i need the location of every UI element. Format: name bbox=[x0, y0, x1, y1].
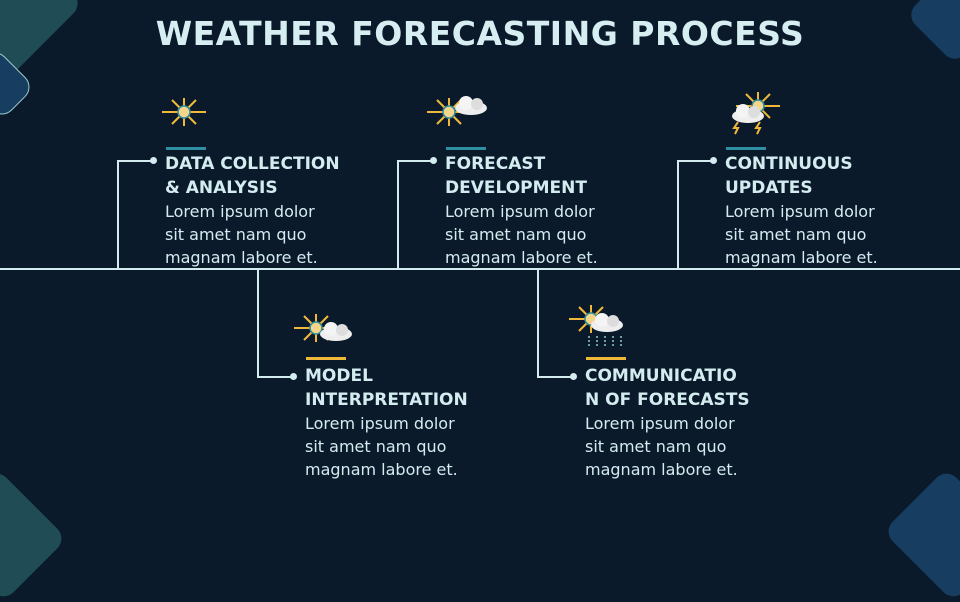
step-body: magnam labore et. bbox=[585, 460, 738, 479]
step-title: INTERPRETATION bbox=[305, 390, 468, 410]
step-body: Lorem ipsum dolor bbox=[445, 202, 595, 221]
accent-bar bbox=[586, 357, 626, 360]
step-title: MODEL bbox=[305, 366, 373, 386]
connector-line bbox=[537, 376, 573, 378]
corner-decoration bbox=[0, 467, 68, 602]
connector-line bbox=[117, 160, 153, 162]
step-forecast-development: FORECAST DEVELOPMENT Lorem ipsum dolor s… bbox=[445, 152, 645, 269]
step-body: sit amet nam quo bbox=[305, 437, 447, 456]
sun-cloud-storm-icon bbox=[732, 92, 781, 135]
sun-cloud-icon bbox=[293, 313, 352, 343]
connector-line bbox=[677, 160, 713, 162]
connector-line bbox=[257, 269, 259, 377]
step-body: sit amet nam quo bbox=[585, 437, 727, 456]
step-body: Lorem ipsum dolor bbox=[305, 414, 455, 433]
connector-line bbox=[117, 161, 119, 269]
step-title: COMMUNICATIO bbox=[585, 366, 737, 386]
accent-bar bbox=[166, 147, 206, 150]
step-body: sit amet nam quo bbox=[445, 225, 587, 244]
step-body: magnam labore et. bbox=[445, 248, 598, 267]
accent-bar bbox=[306, 357, 346, 360]
connector-dot bbox=[290, 373, 297, 380]
connector-dot bbox=[570, 373, 577, 380]
accent-bar bbox=[446, 147, 486, 150]
step-title: FORECAST bbox=[445, 154, 546, 174]
connector-line bbox=[677, 161, 679, 269]
corner-decoration bbox=[882, 467, 960, 602]
step-data-collection: DATA COLLECTION & ANALYSIS Lorem ipsum d… bbox=[165, 152, 365, 269]
page-title: WEATHER FORECASTING PROCESS bbox=[155, 14, 805, 53]
step-body: Lorem ipsum dolor bbox=[165, 202, 315, 221]
step-title: DEVELOPMENT bbox=[445, 178, 587, 198]
step-title: UPDATES bbox=[725, 178, 813, 198]
accent-bar bbox=[726, 147, 766, 150]
connector-line bbox=[397, 160, 433, 162]
sun-cloud-icon bbox=[426, 96, 487, 127]
step-continuous-updates: CONTINUOUS UPDATES Lorem ipsum dolor sit… bbox=[725, 152, 925, 269]
step-body: sit amet nam quo bbox=[725, 225, 867, 244]
step-body: sit amet nam quo bbox=[165, 225, 307, 244]
connector-dot bbox=[430, 157, 437, 164]
step-title: N OF FORECASTS bbox=[585, 390, 750, 410]
step-body: magnam labore et. bbox=[165, 248, 318, 267]
step-communication: COMMUNICATIO N OF FORECASTS Lorem ipsum … bbox=[585, 364, 785, 481]
step-title: CONTINUOUS bbox=[725, 154, 853, 174]
step-model-interpretation: MODEL INTERPRETATION Lorem ipsum dolor s… bbox=[305, 364, 505, 481]
connector-line bbox=[397, 161, 399, 269]
connector-line bbox=[537, 269, 539, 377]
step-title: & ANALYSIS bbox=[165, 178, 278, 198]
timeline-axis bbox=[0, 268, 960, 270]
step-title: DATA COLLECTION bbox=[165, 154, 340, 174]
step-body: magnam labore et. bbox=[725, 248, 878, 267]
step-body: Lorem ipsum dolor bbox=[585, 414, 735, 433]
step-body: magnam labore et. bbox=[305, 460, 458, 479]
connector-line bbox=[257, 376, 293, 378]
sun-icon bbox=[161, 97, 207, 127]
sun-cloud-rain-icon bbox=[568, 304, 623, 347]
step-body: Lorem ipsum dolor bbox=[725, 202, 875, 221]
connector-dot bbox=[710, 157, 717, 164]
connector-dot bbox=[150, 157, 157, 164]
